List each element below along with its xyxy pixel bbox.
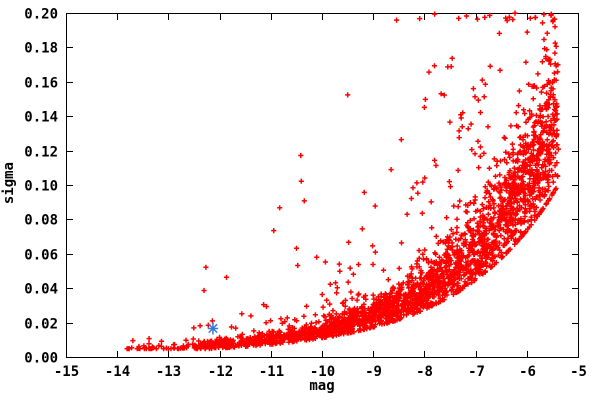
y-tick-label: 0.06: [24, 248, 58, 264]
y-tick-label: 0.14: [24, 110, 58, 126]
x-tick-label: -12: [208, 364, 233, 380]
x-tick-label: -14: [105, 364, 130, 380]
x-tick-label: -15: [54, 364, 79, 380]
y-tick-label: 0.16: [24, 76, 58, 92]
x-axis-title: mag: [309, 378, 335, 394]
y-tick-label: 0.04: [24, 282, 58, 298]
star-marker: [207, 322, 219, 335]
x-tick-label: -8: [416, 364, 433, 380]
y-tick-label: 0.10: [24, 179, 58, 195]
x-tick-label: -7: [468, 364, 485, 380]
y-tick-label: 0.20: [24, 7, 58, 23]
x-tick-label: -13: [156, 364, 181, 380]
y-tick-label: 0.00: [24, 351, 58, 367]
plot-border: [66, 13, 579, 358]
scatter-points: [124, 10, 561, 352]
y-tick-label: 0.12: [24, 145, 58, 161]
x-tick-label: -11: [259, 364, 284, 380]
x-tick-label: -6: [519, 364, 536, 380]
y-axis-title: sigma: [1, 162, 17, 205]
y-tick-label: 0.08: [24, 213, 58, 229]
x-tick-label: -10: [310, 364, 335, 380]
x-tick-label: -9: [365, 364, 382, 380]
x-tick-label: -5: [570, 364, 587, 380]
y-tick-label: 0.02: [24, 317, 58, 333]
y-tick-label: 0.18: [24, 41, 58, 57]
